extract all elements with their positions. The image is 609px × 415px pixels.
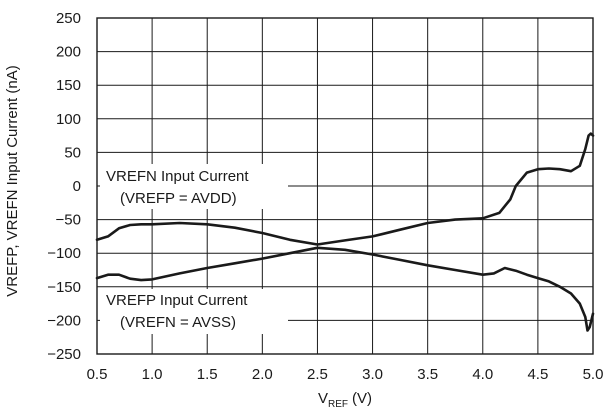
series-line bbox=[95, 246, 595, 332]
y-tick-label: −100 bbox=[47, 245, 81, 262]
plot-frame bbox=[96, 17, 594, 355]
y-tick-label: 250 bbox=[56, 10, 81, 27]
annotation-vrefp-line1: VREFP Input Current bbox=[106, 292, 248, 309]
x-tick-label: 2.5 bbox=[307, 366, 328, 383]
annotation-vrefp-line2: (VREFN = AVSS) bbox=[120, 314, 236, 331]
x-tick-label: 0.5 bbox=[87, 366, 108, 383]
x-tick-label: 1.0 bbox=[142, 366, 163, 383]
annotations: VREFN Input Current (VREFP = AVDD) VREFP… bbox=[100, 164, 288, 334]
x-axis-label: VREF (V) bbox=[318, 390, 372, 410]
y-tick-label: 0 bbox=[73, 178, 81, 195]
series-line bbox=[95, 132, 595, 246]
y-tick-label: −50 bbox=[56, 212, 81, 229]
x-tick-label: 5.0 bbox=[583, 366, 604, 383]
x-axis-label-unit: (V) bbox=[352, 390, 372, 407]
x-tick-label: 3.5 bbox=[417, 366, 438, 383]
x-axis-label-subscript: REF bbox=[328, 399, 348, 410]
y-tick-label: 100 bbox=[56, 111, 81, 128]
annotation-vrefn-line1: VREFN Input Current bbox=[106, 168, 249, 185]
y-tick-label: 50 bbox=[64, 144, 81, 161]
x-tick-label: 1.5 bbox=[197, 366, 218, 383]
tick-labels: 0.5 1.0 1.5 2.0 2.5 3.0 3.5 4.0 4.5 5.0 250 200 150 1… bbox=[47, 10, 603, 383]
x-axis-label-main: V bbox=[318, 390, 328, 407]
y-tick-label: −200 bbox=[47, 312, 81, 329]
annotation-vrefn-background bbox=[100, 164, 288, 209]
annotation-vrefn-line2: (VREFP = AVDD) bbox=[120, 190, 237, 207]
data-curves bbox=[95, 132, 595, 332]
y-axis-label: VREFP, VREFN Input Current (nA) bbox=[4, 65, 21, 296]
y-tick-label: 150 bbox=[56, 77, 81, 94]
y-tick-label: −250 bbox=[47, 346, 81, 363]
grid bbox=[97, 18, 593, 354]
x-tick-label: 2.0 bbox=[252, 366, 273, 383]
annotation-vrefp-background bbox=[100, 289, 288, 334]
x-tick-label: 3.0 bbox=[362, 366, 383, 383]
y-tick-label: 200 bbox=[56, 44, 81, 61]
x-tick-label: 4.0 bbox=[472, 366, 493, 383]
x-tick-label: 4.5 bbox=[527, 366, 548, 383]
y-tick-label: −150 bbox=[47, 279, 81, 296]
